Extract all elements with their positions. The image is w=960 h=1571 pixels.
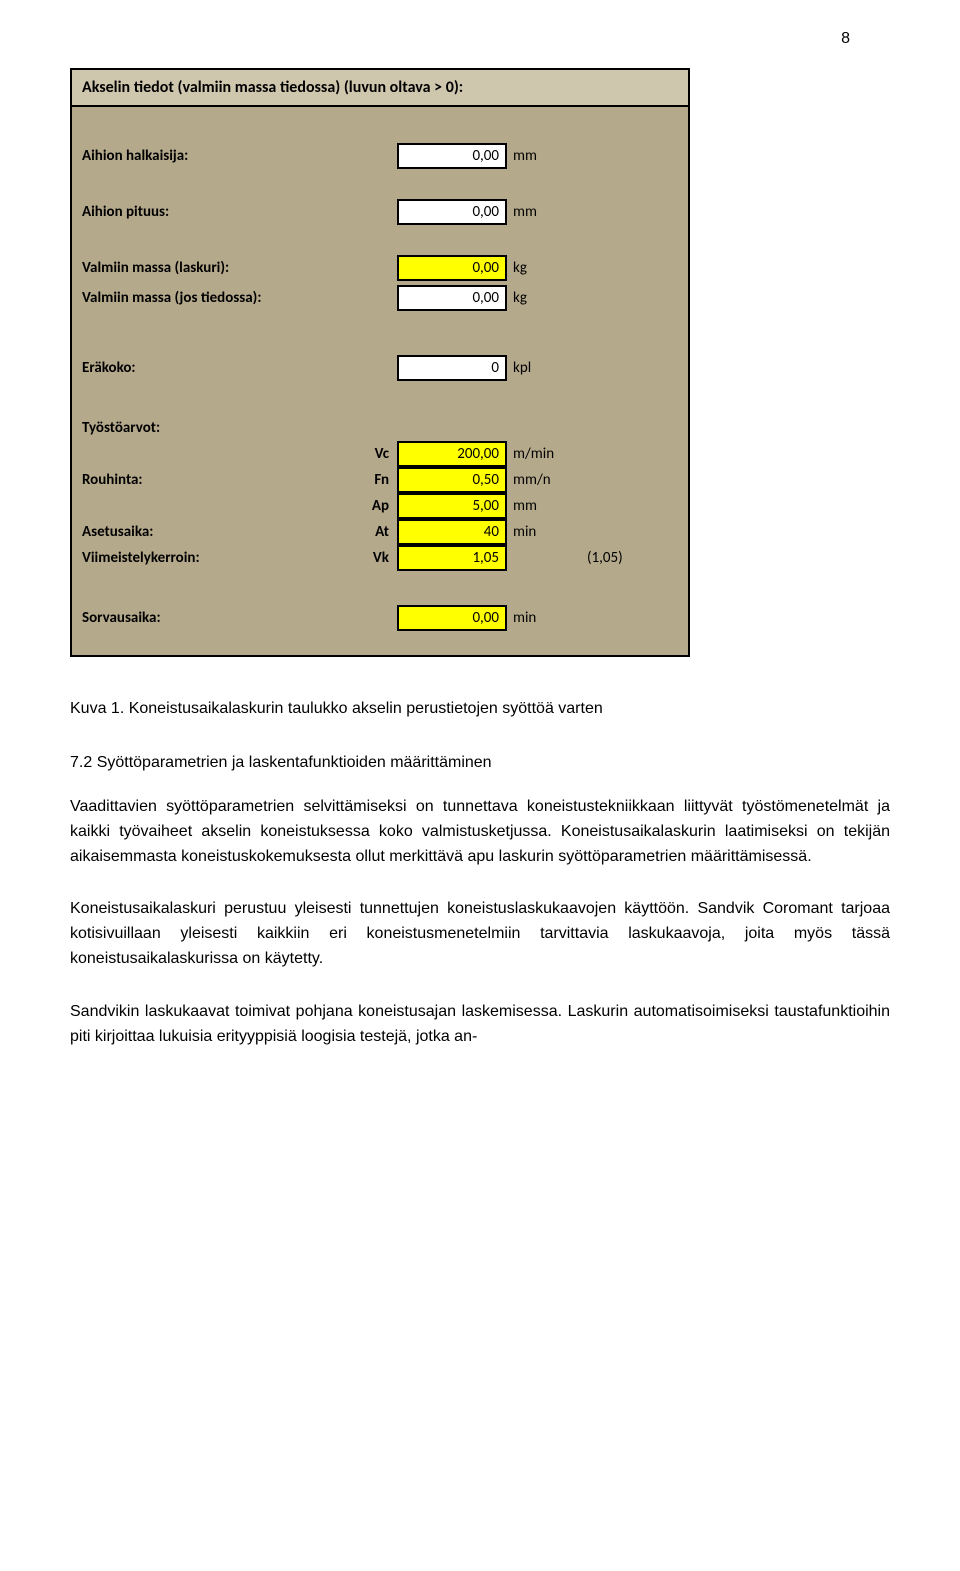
input-ap[interactable]: 5,00 (397, 493, 507, 519)
label-valmiin-massa-tiedossa: Valmiin massa (jos tiedossa): (82, 289, 342, 307)
label-asetusaika: Asetusaika: (82, 523, 342, 541)
unit-vc: m/min (507, 445, 567, 463)
unit-ap: mm (507, 497, 567, 515)
label-viimeistelykerroin: Viimeistelykerroin: (82, 549, 342, 567)
row-rouhinta: Rouhinta: Fn 0,50 mm/n (72, 467, 688, 493)
input-erakoko[interactable]: 0 (397, 355, 507, 381)
paragraph-3: Sandvikin laskukaavat toimivat pohjana k… (70, 1000, 890, 1050)
output-sorvausaika: 0,00 (397, 605, 507, 631)
input-aihion-halkaisija[interactable]: 0,00 (397, 143, 507, 169)
row-valmiin-massa-laskuri: Valmiin massa (laskuri): 0,00 kg (72, 251, 688, 285)
input-vk[interactable]: 1,05 (397, 545, 507, 571)
unit-valmiin-massa-laskuri: kg (507, 259, 567, 277)
input-aihion-pituus[interactable]: 0,00 (397, 199, 507, 225)
row-ap: Ap 5,00 mm (72, 493, 688, 519)
unit-aihion-pituus: mm (507, 203, 567, 221)
row-erakoko: Eräkoko: 0 kpl (72, 351, 688, 385)
paragraph-2: Koneistusaikalaskuri perustuu yleisesti … (70, 897, 890, 971)
label-valmiin-massa-laskuri: Valmiin massa (laskuri): (82, 259, 342, 277)
label-rouhinta: Rouhinta: (82, 471, 342, 489)
row-valmiin-massa-tiedossa: Valmiin massa (jos tiedossa): 0,00 kg (72, 285, 688, 311)
symbol-vk: Vk (342, 549, 397, 567)
label-sorvausaika: Sorvausaika: (82, 609, 342, 627)
page-number: 8 (0, 0, 960, 68)
input-vc[interactable]: 200,00 (397, 441, 507, 467)
paragraph-1: Vaadittavien syöttöparametrien selvittäm… (70, 795, 890, 869)
label-erakoko: Eräkoko: (82, 359, 342, 377)
row-aihion-pituus: Aihion pituus: 0,00 mm (72, 195, 688, 229)
symbol-at: At (342, 523, 397, 541)
row-sorvausaika: Sorvausaika: 0,00 min (72, 601, 688, 635)
symbol-ap: Ap (342, 497, 397, 515)
label-aihion-halkaisija: Aihion halkaisija: (82, 147, 342, 165)
label-aihion-pituus: Aihion pituus: (82, 203, 342, 221)
unit-erakoko: kpl (507, 359, 567, 377)
input-valmiin-massa-laskuri[interactable]: 0,00 (397, 255, 507, 281)
form-body: Aihion halkaisija: 0,00 mm Aihion pituus… (72, 107, 688, 655)
figure-caption: Kuva 1. Koneistusaikalaskurin taulukko a… (70, 697, 890, 721)
unit-fn: mm/n (507, 471, 567, 489)
section-heading: 7.2 Syöttöparametrien ja laskentafunktio… (70, 751, 890, 775)
input-at[interactable]: 40 (397, 519, 507, 545)
unit-valmiin-massa-tiedossa: kg (507, 289, 567, 307)
row-aihion-halkaisija: Aihion halkaisija: 0,00 mm (72, 139, 688, 173)
row-asetusaika: Asetusaika: At 40 min (72, 519, 688, 545)
input-valmiin-massa-tiedossa[interactable]: 0,00 (397, 285, 507, 311)
label-tyostoarvot: Työstöarvot: (82, 419, 342, 437)
symbol-vc: Vc (342, 445, 397, 463)
extra-vk: (1,05) (567, 549, 623, 567)
row-viimeistelykerroin: Viimeistelykerroin: Vk 1,05 (1,05) (72, 545, 688, 571)
row-tyostoarvot: Työstöarvot: (72, 415, 688, 441)
input-fn[interactable]: 0,50 (397, 467, 507, 493)
symbol-fn: Fn (342, 471, 397, 489)
form-header: Akselin tiedot (valmiin massa tiedossa) … (72, 70, 688, 107)
unit-sorvausaika: min (507, 609, 567, 627)
row-vc: Vc 200,00 m/min (72, 441, 688, 467)
unit-at: min (507, 523, 567, 541)
unit-aihion-halkaisija: mm (507, 147, 567, 165)
form-panel: Akselin tiedot (valmiin massa tiedossa) … (70, 68, 690, 657)
